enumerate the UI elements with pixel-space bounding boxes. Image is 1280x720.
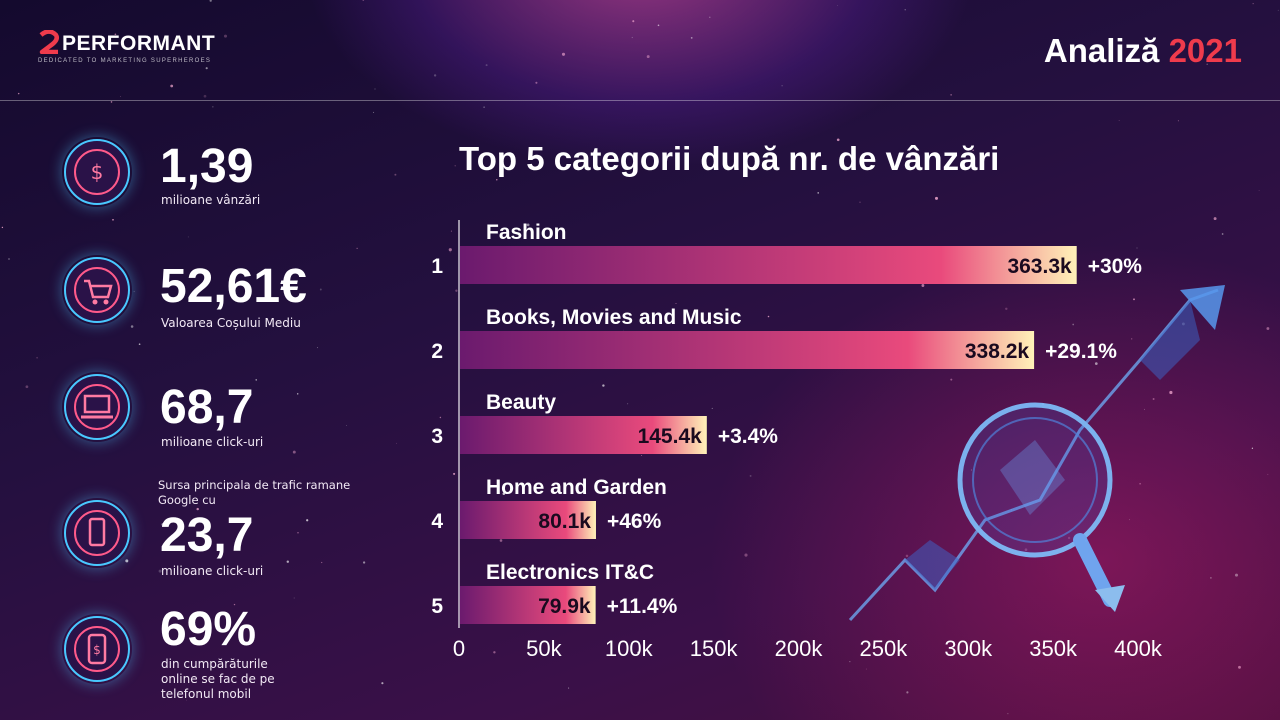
stat-mobile-value: 69% <box>160 603 257 656</box>
laptop-icon <box>64 374 130 440</box>
bar-5 <box>460 586 596 624</box>
stat-sales-label: milioane vânzări <box>161 193 261 207</box>
mobile-payment-icon: $ <box>64 616 130 682</box>
value-label: 145.4k <box>638 425 703 448</box>
x-tick-label: 0 <box>453 636 465 661</box>
shopping-cart-icon <box>64 257 130 323</box>
category-label: Beauty <box>486 391 556 414</box>
category-label: Fashion <box>486 221 567 244</box>
stat-basket-value: 52,61€ <box>160 260 307 313</box>
stat-google-value: 23,7 <box>160 509 254 562</box>
bar-4 <box>460 501 596 539</box>
rank-label: 5 <box>431 595 443 618</box>
bar-2 <box>460 331 1035 369</box>
x-tick-label: 350k <box>1029 636 1078 661</box>
logo-mark-icon <box>39 30 59 54</box>
dollar-cursor-icon: $ <box>64 139 130 205</box>
page-title-text: Analiză <box>1043 32 1160 69</box>
stat-clicks-value: 68,7 <box>160 381 254 434</box>
growth-label: +29.1% <box>1045 340 1117 363</box>
smartphone-hand-icon <box>64 500 130 566</box>
stat-google-label: milioane click-uri <box>161 564 264 578</box>
value-label: 338.2k <box>965 340 1030 363</box>
category-label: Electronics IT&C <box>486 561 654 584</box>
x-tick-label: 300k <box>944 636 993 661</box>
value-label: 363.3k <box>1007 255 1072 278</box>
category-label: Home and Garden <box>486 476 667 499</box>
growth-label: +3.4% <box>718 425 778 448</box>
page-title-year: 2021 <box>1168 32 1242 69</box>
chart-title: Top 5 categorii după nr. de vânzări <box>459 140 1000 177</box>
logo-tagline: DEDICATED TO MARKETING SUPERHEROES <box>38 58 212 64</box>
growth-label: +46% <box>607 510 662 533</box>
x-tick-label: 50k <box>526 636 562 661</box>
stat-mobile-label: din cumpărăturile online se fac de pe te… <box>161 657 275 701</box>
logo-text: PERFORMANT <box>62 32 216 55</box>
stat-sales-value: 1,39 <box>160 140 254 193</box>
growth-label: +30% <box>1088 255 1143 278</box>
value-label: 80.1k <box>538 510 591 533</box>
x-tick-label: 200k <box>775 636 824 661</box>
x-tick-label: 100k <box>605 636 654 661</box>
x-tick-label: 150k <box>690 636 739 661</box>
rank-label: 3 <box>431 425 443 448</box>
rank-label: 1 <box>431 255 443 278</box>
bar-3 <box>460 416 707 454</box>
value-label: 79.9k <box>538 595 591 618</box>
stat-clicks-label: milioane click-uri <box>161 435 264 449</box>
stat-google-intro: Sursa principala de trafic ramane Google… <box>158 478 351 507</box>
page-title: Analiză 2021 <box>1044 32 1242 70</box>
category-label: Books, Movies and Music <box>486 306 742 329</box>
header-bar: PERFORMANT DEDICATED TO MARKETING SUPERH… <box>0 0 1280 101</box>
stat-basket-label: Valoarea Coșului Mediu <box>161 316 301 330</box>
svg-text:$: $ <box>91 160 104 184</box>
x-tick-label: 400k <box>1114 636 1163 661</box>
rank-label: 2 <box>431 340 443 363</box>
growth-label: +11.4% <box>607 595 678 618</box>
rank-label: 4 <box>431 510 443 533</box>
x-tick-label: 250k <box>860 636 909 661</box>
svg-text:$: $ <box>93 643 101 657</box>
bar-1 <box>460 246 1077 284</box>
